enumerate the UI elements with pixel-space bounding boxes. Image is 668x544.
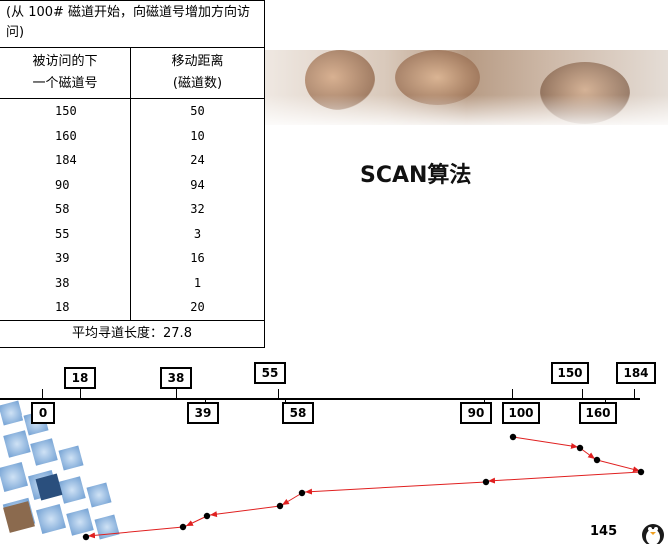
distance-cell: 10 [190,128,205,143]
track-label: 39 [187,402,219,424]
track-label: 100 [502,402,540,424]
path-segment [487,471,642,484]
track-label: 184 [616,362,656,384]
track-label: 0 [31,402,55,424]
track-label: 150 [551,362,589,384]
header-next-track: 被访问的下 一个磁道号 [0,48,131,98]
header-next-track-line1: 被访问的下 [32,54,98,69]
penguin-icon [642,524,664,544]
path-segment [512,436,579,449]
slide-title: SCAN算法 [360,163,472,188]
header-move-distance: 移动距离 (磁道数) [131,48,264,98]
track-label: 18 [64,367,96,389]
axis-tick [278,389,279,399]
axis-tick [176,389,177,399]
path-segment [596,459,641,473]
distance-cell: 3 [193,226,202,241]
table-body: 150 160 184 90 58 55 39 38 18 50 10 24 9… [0,99,264,320]
track-label: 55 [254,362,286,384]
track-axis [0,398,640,400]
axis-tick [42,389,43,399]
track-cell: 150 [55,104,77,118]
path-point [576,444,584,452]
track-cell: 18 [55,300,70,314]
distance-cell: 50 [190,104,205,118]
distance-cell: 20 [190,300,205,314]
distance-column: 50 10 24 94 32 3 16 1 20 [131,99,264,320]
path-point [637,468,645,476]
path-point [82,533,90,541]
track-cell: 39 [55,251,70,265]
track-cell: 90 [55,177,70,192]
track-label: 160 [579,402,617,424]
track-cell: 184 [55,153,77,167]
header-next-track-line2: 一个磁道号 [32,76,98,91]
header-photo-fade [265,95,668,130]
track-cell: 58 [55,202,70,216]
path-point [203,512,211,520]
path-segment [209,505,281,518]
axis-tick [582,389,583,399]
track-label: 38 [160,367,192,389]
path-point [298,489,306,497]
distance-cell: 16 [190,251,205,265]
path-point [482,478,490,486]
track-cell: 160 [55,128,77,143]
path-segment [87,526,184,539]
table-note: (从 100# 磁道开始，向磁道号增加方向访问) [0,1,264,48]
average-seek-length: 平均寻道长度：27.8 [0,319,264,347]
axis-tick [512,389,513,399]
distance-cell: 32 [190,202,205,216]
path-point [593,456,601,464]
distance-cell: 24 [190,153,205,167]
distance-cell: 1 [193,275,202,290]
page-number: 145 [590,524,618,539]
path-point [179,523,187,531]
track-cell: 55 [55,226,70,241]
axis-tick [80,389,81,399]
table-header: 被访问的下 一个磁道号 移动距离 (磁道数) [0,48,264,99]
path-point [276,502,284,510]
axis-tick [634,389,635,399]
distance-cell: 94 [190,177,205,192]
path-point [509,433,517,441]
track-label: 58 [282,402,314,424]
path-segment [281,492,303,506]
path-segment [304,481,487,495]
header-move-distance-line1: 移动距离 [171,54,224,69]
track-column: 150 160 184 90 58 55 39 38 18 [0,99,131,320]
track-label: 90 [460,402,492,424]
decorative-tiles [0,398,122,542]
scan-sequence-table: (从 100# 磁道开始，向磁道号增加方向访问) 被访问的下 一个磁道号 移动距… [0,0,265,348]
path-segment [185,515,208,527]
track-cell: 38 [55,275,70,290]
header-move-distance-line2: (磁道数) [172,76,223,91]
